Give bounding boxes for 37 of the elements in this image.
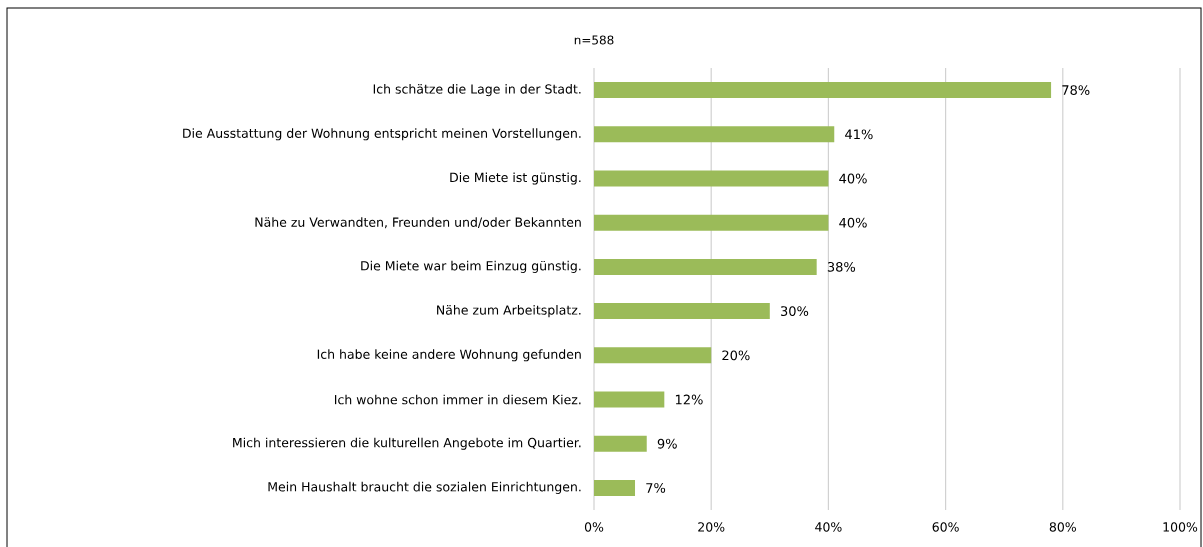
data-label: 78% [1062,85,1090,96]
y-tick-label: Ich wohne schon immer in diesem Kiez. [334,394,581,405]
x-tick-label: 20% [698,522,725,532]
y-tick-label: Mich interessieren die kulturellen Angebote im Quartier. [233,437,581,450]
bar [594,82,1052,99]
y-tick-label: Mein Haushalt braucht die sozialen Einrichtungen. [268,481,581,494]
y-tick-label: Ich habe keine andere Wohnung gefunden [317,349,581,362]
bar [594,214,829,231]
x-tick-label: 100% [1163,522,1198,532]
x-tick-label: 80% [1049,522,1076,532]
bar [594,391,665,408]
bar [594,479,636,496]
bar [594,126,835,143]
y-tick-label: Die Miete ist günstig. [450,172,581,185]
data-label: 12% [675,394,703,405]
bar [594,303,770,320]
data-label: 40% [839,173,867,184]
data-label: 9% [657,438,677,449]
data-label: 38% [827,261,856,272]
data-label: 20% [722,350,750,361]
y-tick-label: Ich schätze die Lage in der Stadt. [373,84,581,97]
data-label: 40% [839,217,867,228]
x-tick-label: 40% [815,522,842,532]
data-label: 30% [780,306,809,317]
bar [594,170,829,187]
y-tick-label: Nähe zu Verwandten, Freunden und/oder Bekannten [255,217,581,229]
x-tick-label: 60% [932,522,959,532]
y-tick-label: Nähe zum Arbeitsplatz. [437,305,581,318]
chart-title: n=588 [574,35,614,45]
y-tick-label: Die Miete war beim Einzug günstig. [361,260,581,273]
bar [594,258,817,275]
data-label: 41% [845,129,873,140]
y-tick-label: Die Ausstattung der Wohnung entspricht meinen Vorstellungen. [183,128,581,141]
bar [594,347,712,364]
data-label: 7% [646,482,666,493]
x-tick-label: 0% [584,522,604,532]
bar [594,435,647,452]
